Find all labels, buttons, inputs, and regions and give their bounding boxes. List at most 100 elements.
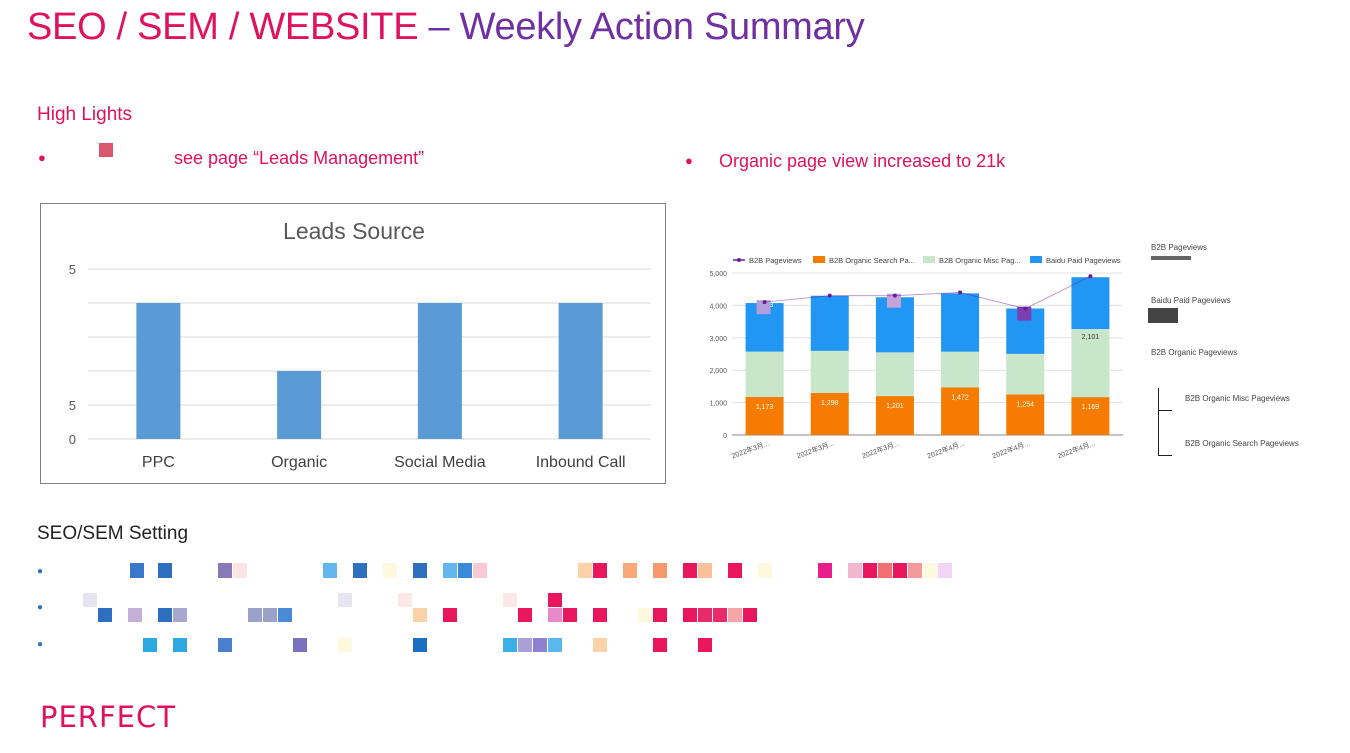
redacted-block [756,300,771,315]
stacked-segment-0 [810,392,849,435]
redacted-block [818,563,832,578]
side-label-b2b: B2B Pageviews [1151,243,1208,252]
redacted-block [848,563,862,578]
bullet-dot: ● [685,153,693,168]
side-label-organic: B2B Organic Pageviews [1151,348,1238,357]
x-category-label: Social Media [394,454,486,471]
bullet-dot: ● [38,150,46,165]
redacted-block [98,608,112,622]
redacted-block [458,563,472,578]
redacted-block [638,608,652,622]
redacted-block [413,608,427,622]
redacted-block [908,563,922,578]
leads-source-chart-frame: Leads Source 5 5 0 PPC Organic Social Media In… [40,203,666,484]
redacted-block [443,563,457,578]
stacked-segment-0 [1006,394,1045,435]
stacked-segment-0 [745,396,784,435]
y-tick-label: 5 [69,262,76,277]
redacted-block [158,608,172,622]
side-label-baidu: Baidu Paid Pageviews [1151,296,1231,305]
redacted-block [593,638,607,652]
redacted-block [173,638,187,652]
page-title: SEO / SEM / WEBSITE – Weekly Action Summ… [27,6,865,49]
redacted-block [923,563,937,578]
legend-swatch [737,258,741,262]
redacted-block [323,563,337,578]
legend-label: B2B Organic Search Pa... [829,256,915,265]
redacted-block [173,608,187,622]
stacked-segment-1 [810,350,849,393]
redacted-block [130,563,144,578]
legend-label: B2B Organic Misc Pag... [939,256,1021,265]
x-category-label: PPC [142,454,175,471]
line-series-b2b-pageviews [764,275,1091,310]
bar-data-label: 1,201 [886,403,904,410]
x-tick-label: 2022年4月... [926,438,966,460]
redacted-block [338,638,352,652]
x-tick-label: 2022年3月... [730,438,770,460]
redacted-block [938,563,952,578]
redacted-block [443,608,457,622]
redacted-block [623,563,637,578]
stacked-segment-1 [941,351,980,388]
legend-label: Baidu Paid Pageviews [1046,256,1121,265]
pageviews-chart: B2B Pageviews B2B Organic Search Pa... B2B… [709,256,1123,460]
bar-ppc [136,303,181,439]
y-tick-label: 0 [69,432,76,447]
redacted-block [548,638,562,652]
bar-data-label: 1,169 [1082,404,1100,411]
redacted-block [83,593,97,607]
tree-line [1158,455,1172,456]
stacked-segment-2 [941,293,980,352]
redacted-block [293,638,307,652]
title-part-2: Weekly Action Summary [459,6,865,48]
redacted-block [128,608,142,622]
leads-source-chart: Leads Source 5 5 0 PPC Organic Social Media In… [41,204,665,483]
bar-data-label: 1,173 [756,404,774,411]
bar-social-media [417,303,462,439]
highlights-heading: High Lights [37,104,133,125]
y-tick-label: 4,000 [709,303,727,310]
legend-label: B2B Pageviews [749,256,802,265]
redacted-block [548,608,562,622]
stacked-segment-1 [745,351,784,397]
line-point [762,300,767,305]
y-tick-label: 5,000 [709,271,727,278]
y-tick-label: 0 [723,433,727,440]
highlight-item-2: Organic page view increased to 21k [719,151,1006,171]
bar-inbound-call [558,303,603,439]
redacted-block [278,608,292,622]
redacted-block [533,638,547,652]
redacted-block [248,608,262,622]
stacked-segment-0 [1071,397,1110,435]
redacted-block [698,563,712,578]
redacted-block [398,593,412,607]
bullet-dot: ● [37,566,44,577]
redacted-block [338,593,352,607]
bar-data-label: 2,101 [1082,334,1100,341]
stacked-segment-1 [1071,329,1110,398]
redacted-block [683,563,697,578]
redacted-block [563,608,577,622]
bullet-dot: ● [37,602,44,613]
side-label-search: B2B Organic Search Pageviews [1185,439,1299,448]
y-tick-label: 2,000 [709,368,727,375]
redacted-block [653,608,667,622]
stacked-segment-0 [875,396,914,435]
line-point [827,293,832,298]
redacted-block [683,608,697,622]
redacted-block [263,608,277,622]
redacted-block [413,638,427,652]
redacted-block [863,563,877,578]
redacted-block [518,638,532,652]
highlight-item-1: see page “Leads Management” [174,148,425,168]
bar-data-label: 1,472 [951,394,969,401]
line-point [958,290,963,295]
redacted-block [728,563,742,578]
redacted-block [233,563,247,578]
redacted-block [383,563,397,578]
redacted-block [353,563,367,578]
redacted-block [698,608,712,622]
stacked-segment-1 [875,352,914,397]
x-tick-label: 2022年4月... [1056,438,1096,460]
